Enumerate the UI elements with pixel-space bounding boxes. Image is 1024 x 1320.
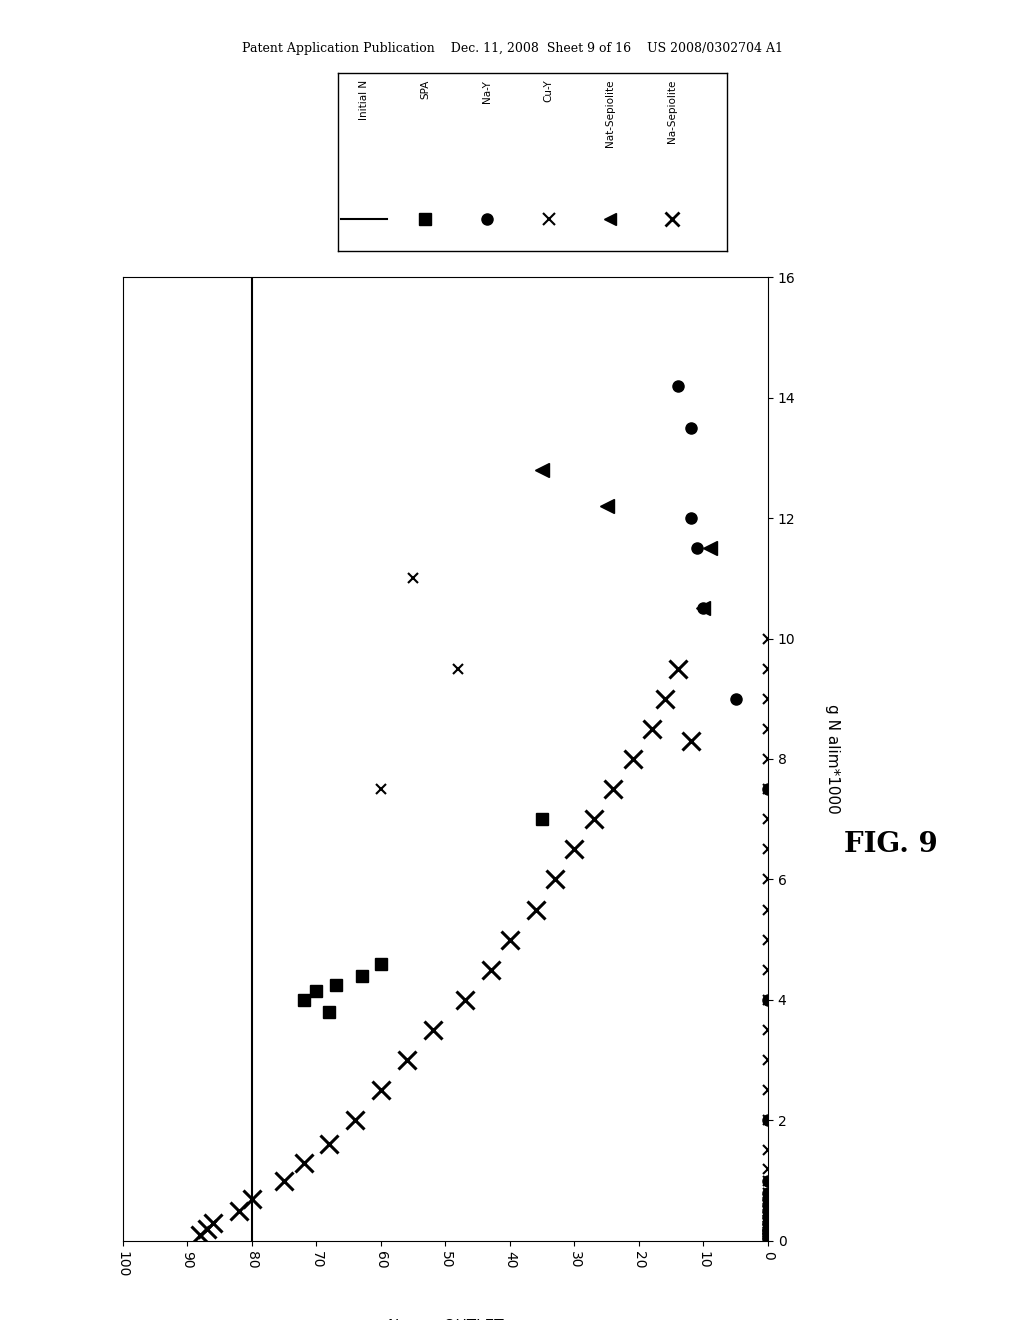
- Text: FIG. 9: FIG. 9: [844, 832, 938, 858]
- Text: Initial N: Initial N: [358, 79, 369, 120]
- Y-axis label: g N alim*1000: g N alim*1000: [825, 704, 840, 814]
- Text: Na-Y: Na-Y: [482, 79, 493, 103]
- Text: Cu-Y: Cu-Y: [544, 79, 554, 103]
- Text: SPA: SPA: [421, 79, 430, 99]
- Text: Patent Application Publication    Dec. 11, 2008  Sheet 9 of 16    US 2008/030270: Patent Application Publication Dec. 11, …: [242, 42, 782, 55]
- Text: Na-Sepiolite: Na-Sepiolite: [667, 79, 677, 143]
- X-axis label: N ppm OUTLET: N ppm OUTLET: [388, 1319, 503, 1320]
- Text: Nat-Sepiolite: Nat-Sepiolite: [605, 79, 615, 148]
